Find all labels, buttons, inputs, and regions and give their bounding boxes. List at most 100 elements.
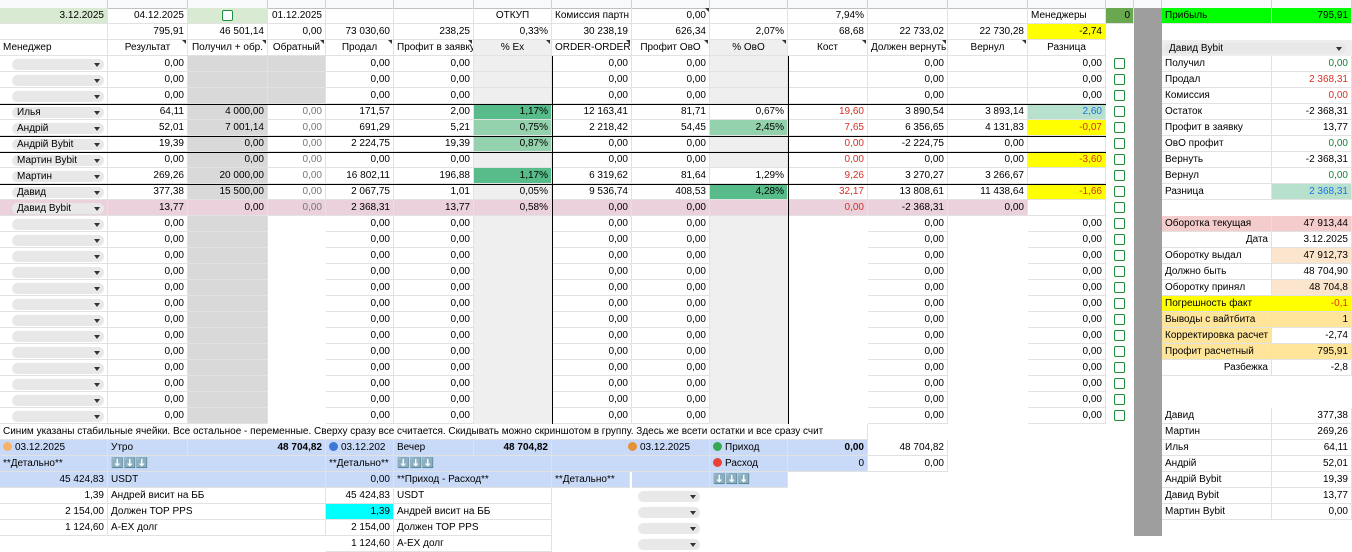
- sold-value[interactable]: 0,00: [326, 72, 394, 88]
- reverse-value[interactable]: [268, 72, 326, 88]
- column-letter-n[interactable]: [868, 0, 948, 8]
- pct-ovo-value[interactable]: 4,28%: [710, 184, 788, 200]
- row-checkbox[interactable]: [1114, 170, 1125, 181]
- profit-ovo-value[interactable]: 0,00: [632, 72, 710, 88]
- received-value[interactable]: [188, 88, 268, 104]
- profit-ovo-value[interactable]: 0,00: [632, 88, 710, 104]
- manager-summary-label[interactable]: Мартин: [1162, 424, 1272, 440]
- profit-value[interactable]: 0,00: [394, 56, 474, 72]
- income-value[interactable]: 0,00: [788, 440, 868, 456]
- order-value[interactable]: 9 536,74: [552, 184, 632, 200]
- cost-value[interactable]: 0,00: [788, 152, 868, 168]
- returned-value[interactable]: 0,00: [948, 136, 1028, 152]
- third-blank-2[interactable]: [632, 472, 710, 488]
- row-checkbox[interactable]: [1114, 218, 1125, 229]
- empty-value[interactable]: 0,00: [632, 264, 710, 280]
- result-value[interactable]: 269,26: [108, 168, 188, 184]
- empty-value[interactable]: 0,00: [394, 376, 474, 392]
- difference-value[interactable]: [1028, 168, 1106, 184]
- manager-cell[interactable]: [0, 136, 108, 152]
- side-value[interactable]: -2 368,31: [1272, 152, 1352, 168]
- should-return-value[interactable]: -2 368,31: [868, 200, 948, 216]
- row-checkbox[interactable]: [1114, 314, 1125, 325]
- manager-summary-value[interactable]: 377,38: [1272, 408, 1352, 424]
- empty-value[interactable]: 0,00: [632, 280, 710, 296]
- manager-cell[interactable]: [0, 88, 108, 104]
- third-arrows[interactable]: ⬇️⬇️⬇️: [710, 472, 788, 488]
- side-value[interactable]: 2 368,31: [1272, 72, 1352, 88]
- manager-dropdown[interactable]: [12, 251, 104, 262]
- row-checkbox[interactable]: [1114, 202, 1125, 213]
- income-label-cell[interactable]: Приход: [710, 440, 788, 456]
- difference-value[interactable]: 0,00: [1028, 88, 1106, 104]
- received-empty[interactable]: [188, 360, 268, 376]
- row-checkbox[interactable]: [1114, 298, 1125, 309]
- morning-value[interactable]: 48 704,82: [188, 440, 326, 456]
- managers-value[interactable]: 0: [1106, 8, 1134, 24]
- result-value[interactable]: 0,00: [108, 56, 188, 72]
- manager-dropdown[interactable]: [12, 91, 104, 102]
- empty-value[interactable]: 0,00: [326, 232, 394, 248]
- total-e[interactable]: 46 501,14: [188, 24, 268, 40]
- header-p[interactable]: Разница: [1028, 40, 1106, 56]
- reverse-value[interactable]: 0,00: [268, 104, 326, 120]
- empty-value[interactable]: 0,00: [326, 280, 394, 296]
- note-text[interactable]: Синим указаны стабильные ячейки. Все ост…: [0, 424, 868, 440]
- side-value[interactable]: 0,00: [1272, 168, 1352, 184]
- header-m[interactable]: Кост: [788, 40, 868, 56]
- result-value[interactable]: 0,00: [108, 152, 188, 168]
- manager-cell[interactable]: [0, 344, 108, 360]
- received-value[interactable]: 0,00: [188, 136, 268, 152]
- manager-dropdown[interactable]: [12, 59, 104, 70]
- side-label[interactable]: Продал: [1162, 72, 1272, 88]
- empty-value[interactable]: 0,00: [326, 312, 394, 328]
- empty-value[interactable]: 0,00: [108, 280, 188, 296]
- evening-date[interactable]: 03.12.202: [326, 440, 394, 456]
- cost-value[interactable]: [788, 88, 868, 104]
- empty-value[interactable]: 0,00: [108, 216, 188, 232]
- morning-line-text[interactable]: Андрей висит на ББ: [108, 488, 326, 504]
- manager-summary-label[interactable]: Давид Bybit: [1162, 488, 1272, 504]
- received-value[interactable]: 7 001,14: [188, 120, 268, 136]
- pct-ovo-value[interactable]: 1,29%: [710, 168, 788, 184]
- empty-value[interactable]: 0,00: [632, 360, 710, 376]
- pct-ex-value[interactable]: 0,87%: [474, 136, 552, 152]
- empty-value[interactable]: 0,00: [394, 312, 474, 328]
- profit-ovo-value[interactable]: 408,53: [632, 184, 710, 200]
- should-return-value[interactable]: 0,00: [868, 88, 948, 104]
- side-label[interactable]: Остаток: [1162, 104, 1272, 120]
- evening-line-text[interactable]: Андрей висит на ББ: [394, 504, 552, 520]
- empty-value[interactable]: 0,00: [632, 344, 710, 360]
- empty-value[interactable]: 0,00: [394, 392, 474, 408]
- row-checkbox[interactable]: [1114, 330, 1125, 341]
- profit-value[interactable]: 2,00: [394, 104, 474, 120]
- received-empty[interactable]: [188, 280, 268, 296]
- side2-label[interactable]: Оборотка текущая: [1162, 216, 1272, 232]
- empty-value[interactable]: 0,00: [1028, 328, 1106, 344]
- reverse-value[interactable]: [268, 88, 326, 104]
- manager-dropdown[interactable]: [12, 395, 104, 406]
- reverse-value[interactable]: 0,00: [268, 168, 326, 184]
- side2-label[interactable]: Выводы с вайтбита: [1162, 312, 1272, 328]
- should-return-value[interactable]: -2 224,75: [868, 136, 948, 152]
- managers-label[interactable]: Менеджеры: [1028, 8, 1106, 24]
- returned-value[interactable]: 11 438,64: [948, 184, 1028, 200]
- morning-line-value[interactable]: 2 154,00: [0, 504, 108, 520]
- empty-value[interactable]: 0,00: [108, 344, 188, 360]
- expense-label-cell[interactable]: Расход: [710, 456, 788, 472]
- row-checkbox[interactable]: [1114, 250, 1125, 261]
- cell-l-0[interactable]: [710, 8, 788, 24]
- column-letter-o[interactable]: [948, 0, 1028, 8]
- empty-value[interactable]: 0,00: [394, 328, 474, 344]
- header-f[interactable]: Обратный: [268, 40, 326, 56]
- profit-ovo-value[interactable]: 81,64: [632, 168, 710, 184]
- evening-value[interactable]: 48 704,82: [474, 440, 552, 456]
- total-i[interactable]: 0,33%: [474, 24, 552, 40]
- morning-line-text[interactable]: Должен ТОР PPS: [108, 504, 326, 520]
- empty-value[interactable]: 0,00: [1028, 408, 1106, 424]
- received-empty[interactable]: [188, 232, 268, 248]
- sold-value[interactable]: 0,00: [326, 88, 394, 104]
- cost-value[interactable]: 7,65: [788, 120, 868, 136]
- empty-value[interactable]: 0,00: [632, 248, 710, 264]
- empty-value[interactable]: 0,00: [632, 312, 710, 328]
